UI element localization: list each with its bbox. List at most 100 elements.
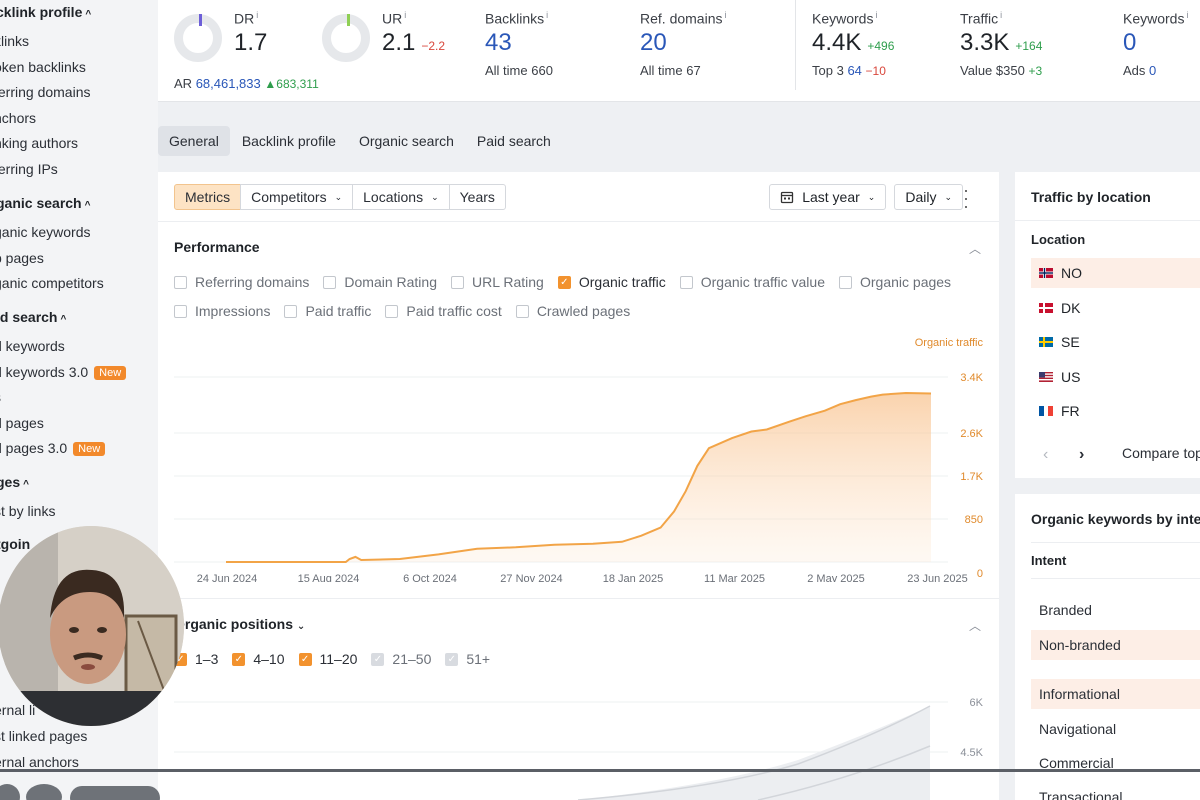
- sidebar-section-header[interactable]: ganic search ^: [0, 195, 91, 211]
- location-row[interactable]: NO: [1031, 258, 1200, 288]
- intent-row[interactable]: Transactional: [1039, 789, 1123, 800]
- sidebar-item[interactable]: p pages: [0, 249, 44, 266]
- location-row[interactable]: FR: [1031, 396, 1200, 426]
- sidebar-item[interactable]: ganic competitors: [0, 275, 104, 292]
- sidebar-item[interactable]: nking authors: [0, 135, 79, 152]
- info-icon[interactable]: i: [875, 10, 878, 20]
- ur-metric: UR i 2.1 −2.2: [382, 10, 446, 56]
- chevron-right-icon[interactable]: ›: [1079, 446, 1085, 463]
- intent-row[interactable]: Informational: [1031, 679, 1200, 709]
- metric-checkbox[interactable]: ✓ 51+: [445, 651, 490, 667]
- sidebar-section-header[interactable]: cklink profile ^: [0, 4, 92, 20]
- sidebar-item[interactable]: ferring IPs: [0, 161, 58, 177]
- tab-general[interactable]: General: [158, 126, 230, 156]
- keywords-value[interactable]: 4.4K: [812, 28, 862, 56]
- checkbox-icon: [515, 304, 529, 318]
- traffic-value[interactable]: 3.3K: [960, 28, 1010, 56]
- sidebar-item[interactable]: d keywords 3.0 New: [0, 364, 127, 380]
- intent-row[interactable]: Navigational: [1039, 721, 1117, 737]
- info-icon[interactable]: i: [256, 10, 259, 20]
- chevron-up-icon: ^: [60, 314, 67, 325]
- sidebar-item[interactable]: st linked pages: [0, 728, 88, 744]
- sidebar-item[interactable]: d pages 3.0 New: [0, 440, 106, 457]
- x-tick-label: 18 Jan 2025: [603, 573, 664, 582]
- chevron-up-icon[interactable]: ︿: [968, 619, 981, 633]
- more-options-icon[interactable]: · · ·: [963, 180, 969, 216]
- metric-checkbox[interactable]: Organic pages: [839, 274, 951, 290]
- intent-row[interactable]: Non-branded: [1031, 630, 1200, 660]
- sidebar-item[interactable]: d keywords: [0, 338, 65, 354]
- intent-row[interactable]: Commercial: [1039, 755, 1114, 771]
- chevron-left-icon[interactable]: ‹: [1043, 446, 1049, 463]
- dr-value: 1.7: [234, 28, 268, 56]
- sidebar-item[interactable]: ganic keywords: [0, 224, 91, 240]
- paid-keywords-metric: Keywords i 0 Ads 0: [1123, 10, 1189, 78]
- y-tick-label: 2.6K: [960, 428, 983, 440]
- metric-checkboxes: Referring domains Domain Rating URL Rating…: [174, 274, 965, 290]
- metrics-button[interactable]: Metrics: [174, 184, 242, 210]
- compare-top-link[interactable]: Compare top: [1122, 445, 1200, 461]
- sidebar-item[interactable]: s: [0, 389, 1, 405]
- sidebar-section-header[interactable]: tgoin: [0, 536, 31, 552]
- x-tick-label: 15 Aug 2024: [298, 573, 360, 582]
- location-column-header: Location: [1031, 232, 1086, 247]
- sidebar-item[interactable]: ernal anchors: [0, 754, 79, 770]
- granularity-dropdown[interactable]: Daily ⌄: [894, 184, 963, 210]
- intent-row[interactable]: Branded: [1039, 602, 1092, 618]
- location-row[interactable]: US: [1031, 362, 1200, 392]
- metric-checkbox[interactable]: Paid traffic cost: [385, 303, 502, 319]
- metric-checkbox[interactable]: URL Rating: [451, 274, 544, 290]
- years-button[interactable]: Years: [448, 184, 506, 210]
- volume-icon[interactable]: [26, 784, 62, 800]
- video-progress-bar[interactable]: [0, 769, 1200, 772]
- location-row[interactable]: DK: [1031, 293, 1200, 323]
- sidebar-item[interactable]: ernal li: [0, 702, 36, 718]
- sidebar-item[interactable]: d pages: [0, 414, 44, 431]
- sidebar-item[interactable]: nchors: [0, 109, 37, 126]
- info-icon[interactable]: i: [546, 10, 549, 20]
- ar-value[interactable]: 68,461,833: [195, 76, 261, 91]
- metric-checkbox[interactable]: Impressions: [174, 303, 270, 319]
- checkbox-icon: ✓: [445, 652, 459, 666]
- tab-organic-search[interactable]: Organic search: [358, 133, 454, 149]
- info-icon[interactable]: i: [1186, 10, 1189, 20]
- metric-checkbox[interactable]: Domain Rating: [323, 274, 437, 290]
- tab-backlink-profile[interactable]: Backlink profile: [241, 133, 336, 149]
- locations-dropdown[interactable]: Locations ⌄: [352, 184, 450, 210]
- sidebar-section-header[interactable]: id search ^: [0, 309, 67, 325]
- info-icon[interactable]: i: [1000, 10, 1003, 20]
- sidebar-item[interactable]: ferring domains: [0, 84, 91, 101]
- period-dropdown[interactable]: Last year ⌄: [769, 184, 887, 210]
- metric-checkbox[interactable]: ✓ 4–10: [232, 651, 285, 667]
- metric-checkbox[interactable]: Referring domains: [174, 274, 309, 290]
- positions-area: [578, 706, 930, 800]
- metric-checkbox[interactable]: ✓ 1–3: [174, 651, 218, 667]
- sidebar-item[interactable]: st by links: [0, 503, 56, 519]
- chevron-up-icon[interactable]: ︿: [968, 242, 981, 256]
- metric-checkbox[interactable]: ✓ 21–50: [371, 651, 431, 667]
- location-row[interactable]: SE: [1031, 327, 1200, 357]
- metric-checkbox[interactable]: Organic traffic value: [679, 274, 825, 290]
- chevron-down-icon: ⌄: [296, 621, 306, 632]
- metric-checkbox[interactable]: Crawled pages: [515, 303, 630, 319]
- sidebar-item[interactable]: klinks: [0, 33, 30, 49]
- info-icon[interactable]: i: [724, 10, 727, 20]
- metric-checkbox[interactable]: ✓ Organic traffic: [557, 274, 666, 290]
- metric-checkbox[interactable]: ✓ 11–20: [298, 651, 357, 667]
- tab-paid-search[interactable]: Paid search: [476, 133, 551, 149]
- ref-domains-value[interactable]: 20: [640, 28, 667, 56]
- performance-panel: Metrics Competitors ⌄ Locations ⌄ Years La…: [158, 172, 999, 800]
- backlinks-value[interactable]: 43: [485, 28, 512, 56]
- keywords-metric: Keywords i 4.4K +496 Top 3 64 −10: [812, 10, 895, 78]
- organic-positions-dropdown[interactable]: Organic positions ⌄: [174, 616, 306, 632]
- sidebar-item[interactable]: oken backlinks: [0, 58, 86, 75]
- play-icon[interactable]: [0, 784, 20, 800]
- overview-tabs: General Backlink profile Organic search …: [158, 126, 563, 156]
- checkbox-icon: ✓: [298, 652, 312, 666]
- info-icon[interactable]: i: [404, 10, 407, 20]
- y-tick-label: 1.7K: [960, 471, 983, 483]
- metric-checkbox[interactable]: Paid traffic: [284, 303, 371, 319]
- sidebar-section-header[interactable]: ges ^: [0, 474, 29, 490]
- paid-keywords-value[interactable]: 0: [1123, 28, 1137, 56]
- competitors-dropdown[interactable]: Competitors ⌄: [240, 184, 354, 210]
